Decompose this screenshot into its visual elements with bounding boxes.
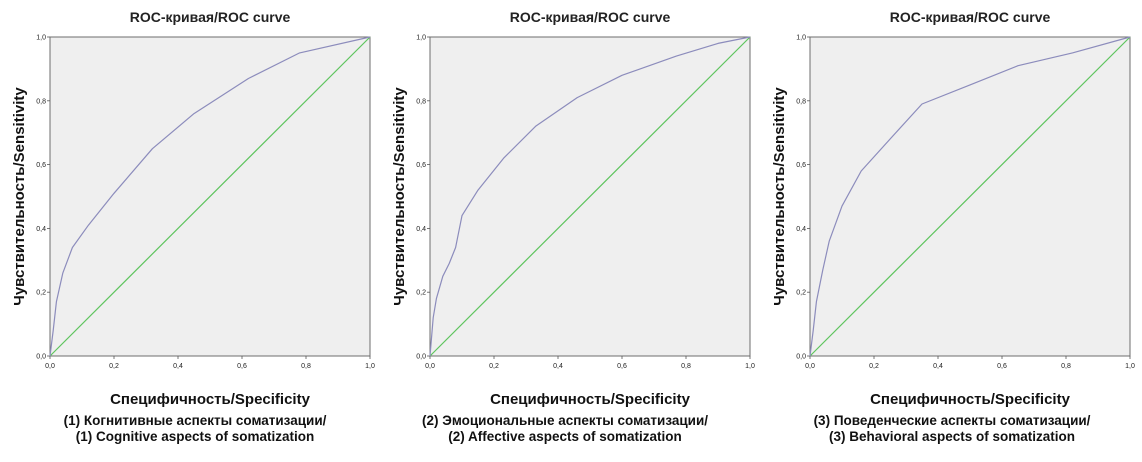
- x-tick-label: 1,0: [745, 363, 755, 370]
- x-axis-label: Специфичность/Specificity: [870, 391, 1071, 408]
- roc-panel-3: ROC-кривая/ROC curve 0,0 0,0 0,2 0,2 0,4 0,4 0,…: [760, 0, 1140, 462]
- x-tick-label: 0,0: [425, 363, 435, 370]
- chart-caption-3: (3) Поведенческие аспекты соматизации/ (…: [762, 413, 1142, 445]
- y-axis-label: Чувствительность/Sensitivity: [11, 87, 28, 306]
- chart-caption-line: (1) Cognitive aspects of somatization: [75, 429, 315, 444]
- y-tick-label: 1,0: [36, 35, 46, 42]
- chart-caption-line: (2) Affective aspects of somatization: [448, 429, 682, 444]
- x-tick-label: 0,2: [489, 363, 499, 370]
- reference-diagonal-line: [49, 36, 371, 357]
- x-tick-label: 0,6: [617, 363, 627, 370]
- y-tick-label: 0,6: [796, 162, 806, 169]
- y-tick-label: 1,0: [796, 35, 806, 42]
- y-tick-label: 0,2: [416, 290, 426, 297]
- x-tick-label: 0,4: [173, 363, 183, 370]
- y-tick-label: 0,4: [36, 226, 46, 233]
- x-tick-label: 0,0: [805, 363, 815, 370]
- y-tick-label: 0,4: [416, 226, 426, 233]
- reference-diagonal-line: [429, 36, 751, 357]
- x-tick-label: 0,4: [553, 363, 563, 370]
- x-tick-label: 0,8: [681, 363, 691, 370]
- x-tick-label: 0,4: [933, 363, 943, 370]
- x-tick-label: 0,8: [1061, 363, 1071, 370]
- chart-caption-2: (2) Эмоциональные аспекты соматизации/ (…: [375, 413, 755, 445]
- y-tick-label: 0,6: [36, 162, 46, 169]
- x-axis-label: Специфичность/Specificity: [110, 391, 311, 408]
- roc-chart-2: ROC-кривая/ROC curve 0,0 0,0 0,2 0,2 0,4 0,4 0,…: [391, 9, 755, 408]
- x-tick-label: 1,0: [1125, 363, 1135, 370]
- chart-caption-line: (3) Behavioral aspects of somatization: [828, 429, 1076, 444]
- y-tick-label: 0,0: [36, 354, 46, 361]
- chart-title: ROC-кривая/ROC curve: [890, 9, 1051, 25]
- roc-curve-line: [429, 36, 751, 357]
- chart-title: ROC-кривая/ROC curve: [130, 9, 291, 25]
- reference-diagonal-line: [809, 36, 1131, 357]
- roc-panel-1: ROC-кривая/ROC curve 0,0 0,0 0,2 0,2 0,4 0,4 0,…: [0, 0, 380, 462]
- x-tick-label: 0,6: [237, 363, 247, 370]
- y-tick-label: 0,8: [36, 98, 46, 105]
- x-tick-label: 0,8: [301, 363, 311, 370]
- roc-curve-line: [49, 36, 371, 357]
- x-tick-label: 0,6: [997, 363, 1007, 370]
- y-tick-label: 0,0: [416, 354, 426, 361]
- x-tick-label: 0,0: [45, 363, 55, 370]
- x-tick-label: 0,2: [109, 363, 119, 370]
- y-tick-label: 0,6: [416, 162, 426, 169]
- x-tick-label: 1,0: [365, 363, 375, 370]
- chart-title: ROC-кривая/ROC curve: [510, 9, 671, 25]
- y-tick-label: 1,0: [416, 35, 426, 42]
- y-tick-label: 0,8: [796, 98, 806, 105]
- chart-caption-line: (3) Поведенческие аспекты соматизации/: [813, 413, 1091, 428]
- roc-curve-line: [809, 36, 1131, 357]
- chart-caption-line: (2) Эмоциональные аспекты соматизации/: [421, 413, 709, 428]
- y-tick-label: 0,2: [36, 290, 46, 297]
- y-tick-label: 0,8: [416, 98, 426, 105]
- chart-caption-1: (1) Когнитивные аспекты соматизации/ (1)…: [5, 413, 385, 445]
- x-tick-label: 0,2: [869, 363, 879, 370]
- roc-panel-2: ROC-кривая/ROC curve 0,0 0,0 0,2 0,2 0,4 0,4 0,…: [380, 0, 760, 462]
- roc-chart-1: ROC-кривая/ROC curve 0,0 0,0 0,2 0,2 0,4 0,4 0,…: [11, 9, 375, 408]
- y-tick-label: 0,2: [796, 290, 806, 297]
- y-axis-label: Чувствительность/Sensitivity: [771, 87, 788, 306]
- roc-chart-3: ROC-кривая/ROC curve 0,0 0,0 0,2 0,2 0,4 0,4 0,…: [771, 9, 1135, 408]
- y-axis-label: Чувствительность/Sensitivity: [391, 87, 408, 306]
- y-tick-label: 0,4: [796, 226, 806, 233]
- chart-caption-line: (1) Когнитивные аспекты соматизации/: [63, 413, 327, 428]
- x-axis-label: Специфичность/Specificity: [490, 391, 691, 408]
- y-tick-label: 0,0: [796, 354, 806, 361]
